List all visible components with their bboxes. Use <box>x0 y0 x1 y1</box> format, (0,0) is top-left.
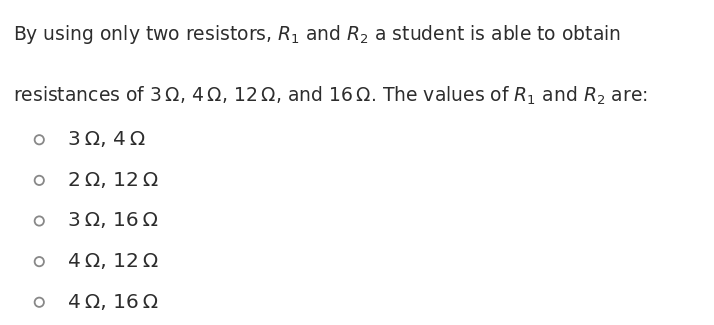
Text: 3 Ω, 16 Ω: 3 Ω, 16 Ω <box>68 212 158 230</box>
Text: By using only two resistors, $R_1$ and $R_2$ a student is able to obtain: By using only two resistors, $R_1$ and $… <box>13 23 621 46</box>
Text: 4 Ω, 12 Ω: 4 Ω, 12 Ω <box>68 252 158 271</box>
Text: 3 Ω, 4 Ω: 3 Ω, 4 Ω <box>68 130 145 149</box>
Text: 2 Ω, 12 Ω: 2 Ω, 12 Ω <box>68 171 158 190</box>
Text: 4 Ω, 16 Ω: 4 Ω, 16 Ω <box>68 293 158 312</box>
Text: resistances of 3 Ω, 4 Ω, 12 Ω, and 16 Ω. The values of $R_1$ and $R_2$ are:: resistances of 3 Ω, 4 Ω, 12 Ω, and 16 Ω.… <box>13 84 648 107</box>
